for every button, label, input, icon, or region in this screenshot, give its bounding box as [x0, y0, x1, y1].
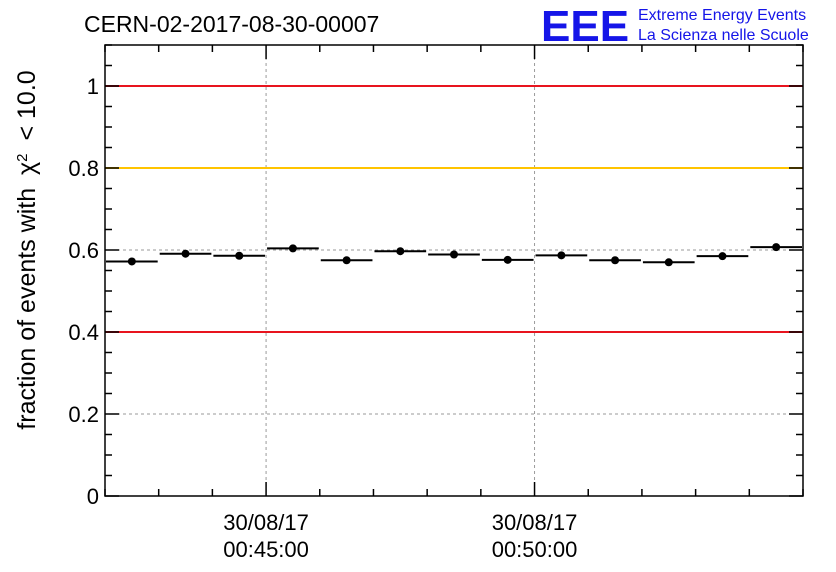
x-tick-label-time-1: 00:50:00	[492, 537, 578, 562]
data-point-marker-2	[235, 251, 244, 260]
logo-line-2: La Scienza nelle Scuole	[638, 27, 809, 44]
data-point-marker-11	[718, 252, 727, 261]
data-point-5	[374, 247, 427, 256]
data-point-11	[696, 252, 749, 261]
grid	[105, 45, 803, 496]
data-point-9	[589, 256, 641, 265]
axes	[104, 44, 804, 497]
x-tick-label-time-0: 00:45:00	[223, 537, 309, 562]
data-point-6	[428, 250, 480, 259]
data-point-marker-10	[664, 258, 673, 267]
data-point-10	[642, 258, 695, 267]
data-point-marker-1	[181, 249, 190, 258]
data-points	[106, 243, 802, 267]
data-point-12	[750, 243, 802, 252]
reference-lines	[105, 85, 803, 333]
y-tick-label-5: 1	[87, 74, 99, 99]
data-point-marker-12	[772, 243, 781, 252]
data-point-1	[159, 249, 212, 258]
data-point-marker-0	[127, 257, 136, 266]
data-point-marker-9	[611, 256, 620, 265]
data-point-marker-7	[503, 255, 512, 264]
data-point-0	[106, 257, 158, 266]
y-tick-label-1: 0.2	[68, 402, 99, 427]
eee-logo: EEE Extreme Energy Events La Scienza nel…	[541, 2, 809, 51]
data-point-marker-6	[450, 250, 458, 259]
y-tick-label-0: 0	[87, 484, 99, 509]
chart-title: CERN-02-2017-08-30-00007	[84, 11, 379, 37]
y-tick-labels: 0 0.2 0.4 0.6 0.8 1	[68, 74, 99, 509]
plot-frame	[104, 44, 804, 497]
data-point-2	[213, 251, 266, 260]
logo-letters: EEE	[541, 2, 629, 51]
y-axis-label: fraction of events with χ2 < 10.0	[13, 70, 41, 429]
y-tick-label-2: 0.4	[68, 320, 99, 345]
data-point-marker-3	[288, 244, 297, 253]
logo-line-1: Extreme Energy Events	[638, 7, 806, 24]
x-tick-label-date-0: 30/08/17	[223, 510, 309, 535]
x-tick-label-date-1: 30/08/17	[492, 510, 578, 535]
data-point-3	[267, 244, 319, 253]
data-point-marker-4	[342, 256, 351, 265]
data-point-4	[320, 256, 373, 265]
y-tick-label-4: 0.8	[68, 156, 99, 181]
data-point-marker-8	[557, 251, 566, 260]
y-tick-label-3: 0.6	[68, 238, 99, 263]
data-point-8	[535, 251, 588, 260]
data-point-7	[481, 255, 534, 264]
data-point-marker-5	[396, 247, 405, 256]
